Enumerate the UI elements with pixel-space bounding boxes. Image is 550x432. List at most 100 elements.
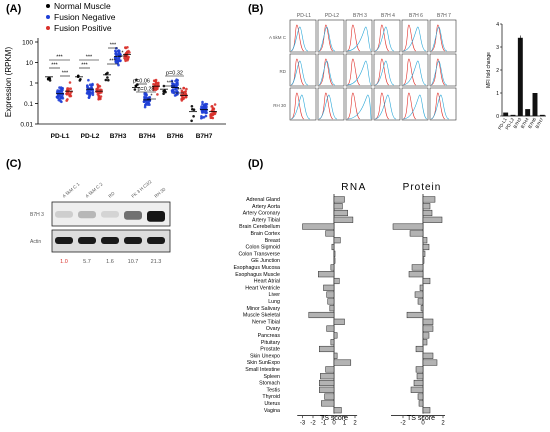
data-point: [60, 100, 63, 104]
histogram-cell: [401, 87, 429, 121]
ts-bar: [422, 257, 425, 264]
ts-bar: [411, 264, 424, 271]
data-point: [176, 82, 179, 85]
sig-label: p=0.28: [138, 87, 155, 93]
stained-curve: [374, 60, 395, 86]
tissue-label: Stomach: [259, 381, 280, 387]
b7h3-band: [124, 211, 142, 220]
data-point: [97, 95, 101, 98]
ts-bar: [333, 209, 348, 217]
ts-bar: [319, 386, 335, 393]
data-point: [96, 83, 99, 86]
tissue-label: Pancreas: [258, 333, 281, 339]
data-point: [203, 110, 207, 113]
x-tick-label: B7H7: [196, 133, 213, 140]
data-point: [185, 87, 188, 91]
isotype-curve: [402, 92, 417, 120]
bar-x-tick-label: B7H7: [534, 117, 544, 130]
data-point: [171, 82, 175, 86]
ts-bar: [327, 298, 335, 305]
data-point: [205, 102, 209, 106]
bar-y-tick-label: 4: [496, 22, 499, 28]
data-point: [174, 83, 177, 86]
tissue-label: Brain Cortex: [251, 231, 281, 237]
data-point: [56, 96, 60, 100]
tissue-label: Esophagus Muscle: [235, 272, 280, 278]
data-point: [68, 94, 72, 98]
bar-y-tick-label: 1: [496, 91, 499, 97]
column-header: B7H 7: [437, 13, 451, 19]
lane-label: RD: [107, 190, 116, 198]
ts-bar: [333, 332, 338, 339]
flow-histogram-grid: PD-L1 PD-L2 B7H 3 B7H 4 B7H 6 B7H 7 A 5kM CRD…: [269, 13, 546, 131]
legend-label-normal: Normal Muscle: [54, 1, 111, 11]
data-point: [204, 114, 208, 118]
legend: Normal Muscle Fusion Negative Fusion Pos…: [46, 1, 116, 33]
tissue-label: Ovary: [266, 326, 280, 332]
ts-bar: [330, 264, 335, 271]
sig-label: ***: [56, 55, 63, 61]
data-point: [123, 56, 126, 60]
x-tick-label: -3: [300, 421, 306, 427]
tissue-label: Artery Coronary: [243, 211, 281, 217]
stained-curve: [290, 94, 311, 120]
data-point: [104, 78, 108, 82]
ts-bar: [422, 237, 428, 244]
data-point: [190, 105, 194, 108]
histogram-cells: [289, 19, 457, 121]
isotype-curve: [374, 92, 390, 120]
tissue-label: GE Junction: [251, 258, 280, 264]
bar-y-tick-label: 2: [496, 68, 499, 74]
sig-label: p=0.06: [133, 79, 150, 85]
data-point: [184, 90, 187, 93]
data-point: [203, 107, 207, 111]
data-point: [107, 78, 110, 82]
row-labels: A 5kM C RD RH 30: [269, 35, 287, 108]
data-point: [192, 115, 195, 118]
data-point: [174, 88, 177, 91]
ts-bar: [422, 318, 434, 325]
data-point: [174, 93, 178, 97]
mfi-bar: [517, 37, 523, 116]
data-point: [143, 105, 147, 109]
tissue-label: Skin SunExpo: [247, 360, 280, 366]
ts-bar: [333, 318, 345, 325]
tissue-label: Colon Transverse: [238, 251, 280, 257]
stained-curve: [346, 26, 372, 52]
y-tick-label: 0.01: [20, 122, 33, 129]
quant-value: 10.7: [128, 259, 139, 265]
data-point: [59, 86, 63, 89]
sig-label: *: [121, 51, 124, 57]
tissue-label: Breast: [265, 238, 281, 244]
histogram-cell: [345, 19, 373, 53]
column-header: PD-L1: [297, 13, 311, 19]
y-tick-label: 100: [22, 40, 33, 47]
isotype-curve: [430, 24, 446, 52]
tissue-label: Artery Tibial: [252, 217, 280, 223]
histogram-cell: [289, 19, 317, 53]
ts-bar: [325, 366, 335, 373]
tissue-label: Small Intestine: [245, 367, 280, 373]
data-point: [156, 93, 159, 96]
y-tick-label: 10: [26, 60, 34, 67]
data-point: [155, 87, 158, 91]
b7h3-band: [55, 211, 73, 218]
quant-value: 1.0: [60, 259, 68, 265]
ts-bar: [392, 223, 424, 230]
stained-curve: [318, 60, 336, 86]
ts-bar: [321, 400, 335, 407]
data-point: [86, 84, 89, 88]
tissue-label: Minor Salivary: [246, 306, 280, 312]
rna-title: RNA: [341, 182, 367, 193]
data-point: [182, 86, 185, 90]
significance-annotations: *******************p=0.06p=0.32p=0.28***…: [49, 43, 184, 100]
tissue-label: Skin Unexpo: [250, 353, 280, 359]
data-point: [118, 53, 122, 56]
data-point: [114, 60, 117, 63]
lane-label: A 5kM C 1: [61, 181, 80, 198]
data-point: [96, 87, 99, 91]
tissue-label: Liver: [269, 292, 281, 298]
stained-curve: [430, 60, 448, 86]
legend-label-positive: Fusion Positive: [54, 23, 112, 33]
